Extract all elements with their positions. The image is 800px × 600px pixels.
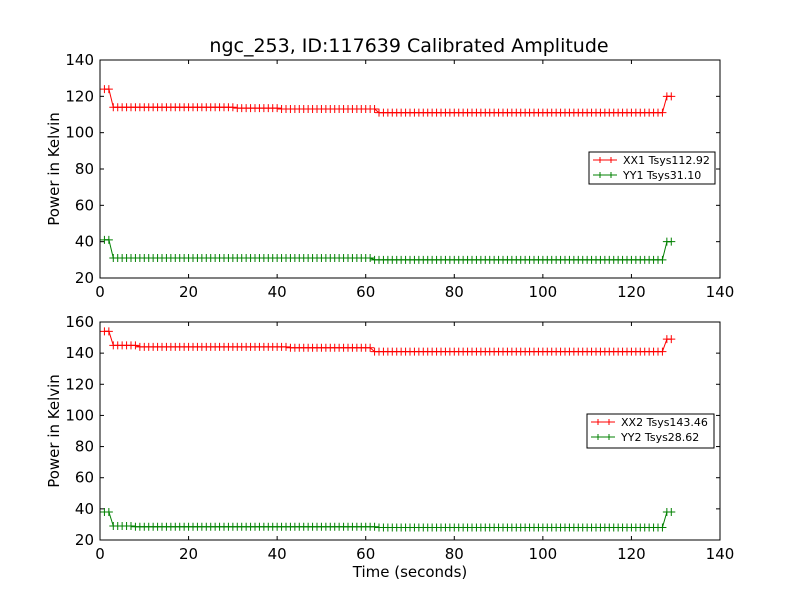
- x-tick-label: 100: [529, 545, 558, 563]
- x-tick-label: 140: [706, 545, 735, 563]
- data-point-marker: [658, 347, 667, 356]
- legend-marker: [597, 172, 614, 178]
- data-point-marker: [273, 104, 282, 113]
- y-axis-label: Power in Kelvin: [45, 112, 63, 226]
- data-point-marker: [370, 522, 379, 531]
- y-tick-label: 60: [75, 469, 94, 487]
- y-tick-label: 40: [75, 500, 94, 518]
- data-point-marker: [131, 341, 140, 350]
- x-axis-label: Time (seconds): [352, 563, 468, 581]
- data-point-marker: [366, 343, 375, 352]
- data-point-marker: [282, 342, 290, 351]
- y-tick-label: 80: [75, 438, 94, 456]
- data-point-marker: [667, 335, 676, 344]
- x-tick-label: 60: [356, 545, 375, 563]
- data-point-marker: [658, 255, 667, 264]
- x-tick-label: 40: [268, 545, 287, 563]
- legend-marker: [597, 157, 614, 163]
- legend-marker: [595, 434, 612, 440]
- legend-label: XX2 Tsys143.46: [621, 416, 708, 429]
- x-tick-label: 100: [529, 283, 558, 301]
- data-point-marker: [366, 254, 375, 263]
- legend-label: YY1 Tsys31.10: [622, 169, 701, 182]
- data-point-marker: [104, 235, 113, 244]
- chart-title: ngc_253, ID:117639 Calibrated Amplitude: [209, 35, 608, 57]
- y-tick-label: 100: [65, 406, 94, 424]
- legend-box: [586, 413, 715, 449]
- y-axis-label: Power in Kelvin: [45, 374, 63, 488]
- x-tick-label: 0: [95, 545, 105, 563]
- data-point-marker: [104, 507, 113, 516]
- data-point-marker: [667, 237, 676, 246]
- y-tick-label: 120: [65, 87, 94, 105]
- x-tick-label: 80: [445, 283, 464, 301]
- data-point-marker: [104, 85, 113, 94]
- y-tick-label: 140: [65, 344, 94, 362]
- x-tick-label: 20: [179, 545, 198, 563]
- data-point-marker: [658, 523, 667, 532]
- y-tick-label: 120: [65, 375, 94, 393]
- data-point-marker: [658, 108, 667, 117]
- x-tick-label: 40: [268, 283, 287, 301]
- data-point-marker: [127, 521, 135, 530]
- data-point-marker: [104, 327, 113, 336]
- legend-marker: [595, 419, 612, 425]
- data-point-marker: [667, 507, 676, 516]
- x-tick-label: 120: [617, 545, 646, 563]
- data-point-marker: [370, 105, 379, 114]
- y-tick-label: 160: [65, 313, 94, 331]
- y-tick-label: 40: [75, 233, 94, 251]
- x-tick-label: 20: [179, 283, 198, 301]
- y-tick-label: 140: [65, 51, 94, 69]
- data-point-marker: [667, 92, 676, 101]
- y-tick-label: 60: [75, 196, 94, 214]
- x-tick-label: 80: [445, 545, 464, 563]
- legend-label: XX1 Tsys112.92: [623, 154, 710, 167]
- y-tick-label: 100: [65, 124, 94, 142]
- x-tick-label: 0: [95, 283, 105, 301]
- legend-box: [588, 151, 716, 185]
- x-tick-label: 120: [617, 283, 646, 301]
- y-tick-label: 20: [75, 269, 94, 287]
- y-tick-label: 20: [75, 531, 94, 549]
- x-tick-label: 60: [356, 283, 375, 301]
- y-tick-label: 80: [75, 160, 94, 178]
- legend-label: YY2 Tsys28.62: [620, 431, 699, 444]
- data-point-marker: [228, 103, 237, 112]
- x-tick-label: 140: [706, 283, 735, 301]
